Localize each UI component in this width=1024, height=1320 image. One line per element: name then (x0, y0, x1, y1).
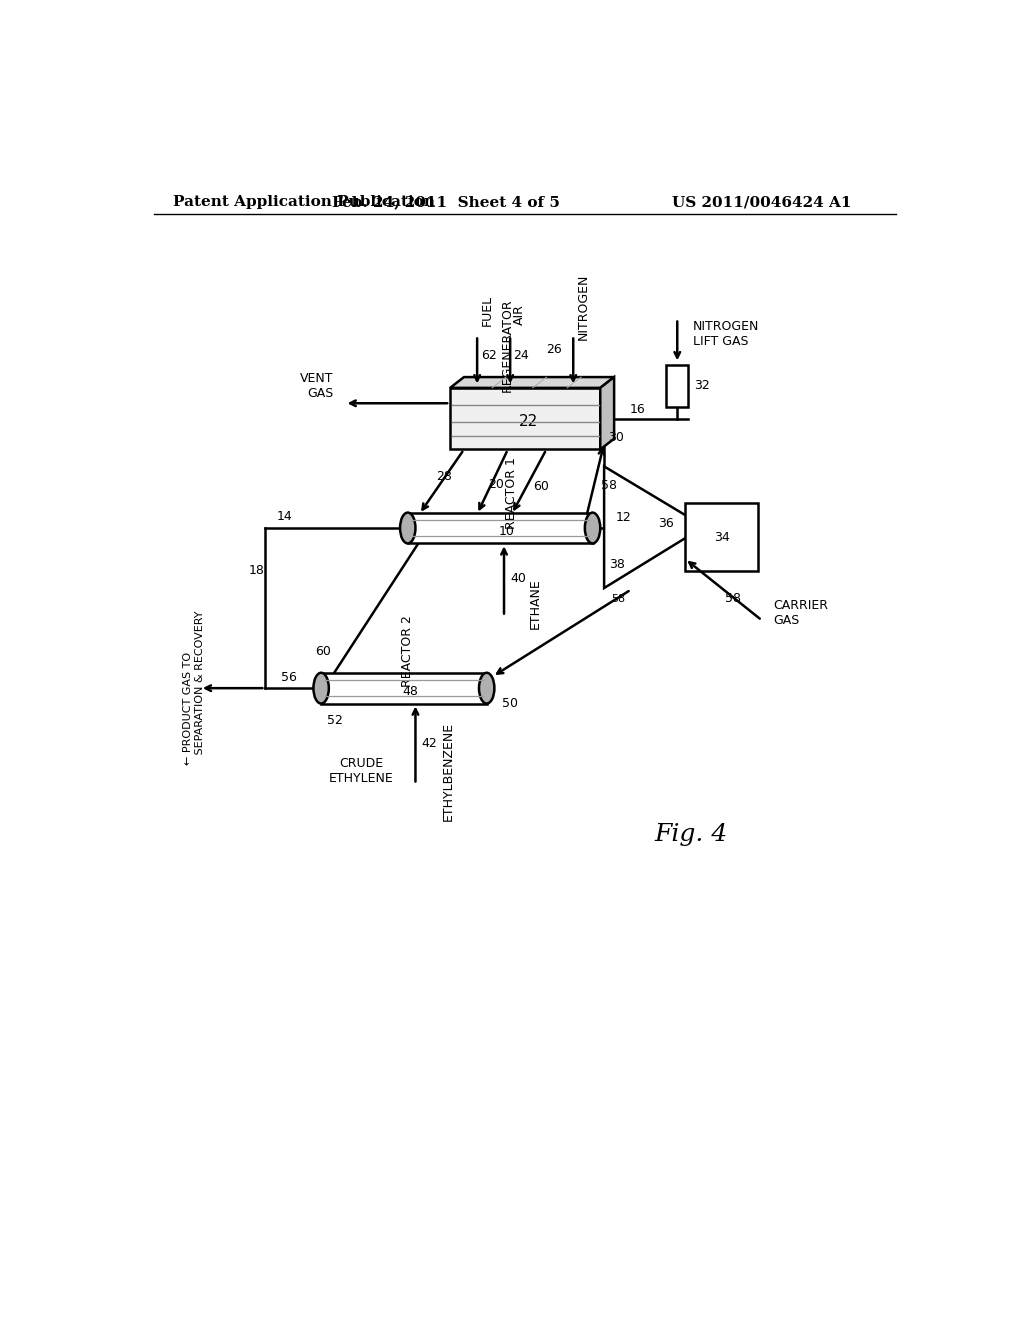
Text: 34: 34 (714, 531, 729, 544)
Text: AIR: AIR (513, 305, 526, 325)
Text: 48: 48 (402, 685, 418, 698)
Text: 38: 38 (609, 558, 626, 572)
Text: ← PRODUCT GAS TO
   SEPARATION & RECOVERY: ← PRODUCT GAS TO SEPARATION & RECOVERY (183, 611, 205, 766)
Text: 22: 22 (518, 414, 538, 429)
Text: 58: 58 (725, 593, 741, 606)
Text: 10: 10 (499, 524, 514, 537)
Bar (685, 503, 758, 572)
Text: 26: 26 (546, 343, 562, 356)
Text: 42: 42 (422, 737, 437, 750)
Text: ETHYLBENZENE: ETHYLBENZENE (441, 722, 455, 821)
Text: 20: 20 (488, 478, 504, 491)
Polygon shape (604, 466, 705, 589)
Text: 62: 62 (481, 348, 497, 362)
Text: US 2011/0046424 A1: US 2011/0046424 A1 (672, 195, 852, 210)
Text: REGENERATOR: REGENERATOR (501, 298, 514, 392)
Text: 60: 60 (315, 644, 331, 657)
Text: REACTOR 2: REACTOR 2 (401, 615, 415, 688)
Ellipse shape (400, 512, 416, 544)
Text: 24: 24 (513, 348, 529, 362)
Text: 60: 60 (534, 480, 549, 492)
Text: REACTOR 1: REACTOR 1 (505, 458, 518, 529)
Text: 18: 18 (249, 564, 264, 577)
Text: 58: 58 (601, 479, 617, 492)
Text: 30: 30 (608, 432, 624, 445)
Text: 58: 58 (611, 594, 626, 603)
Ellipse shape (479, 673, 495, 704)
Text: 56: 56 (281, 671, 297, 684)
Text: Patent Application Publication: Patent Application Publication (173, 195, 435, 210)
Text: CARRIER
GAS: CARRIER GAS (773, 599, 828, 627)
Text: Fig. 4: Fig. 4 (654, 822, 727, 846)
Polygon shape (451, 378, 614, 388)
Bar (667, 364, 688, 407)
Text: 40: 40 (510, 572, 526, 585)
Text: NITROGEN
LIFT GAS: NITROGEN LIFT GAS (692, 319, 759, 348)
Text: 50: 50 (502, 697, 518, 710)
Text: 52: 52 (327, 714, 343, 727)
Text: 28: 28 (436, 470, 452, 483)
Polygon shape (600, 378, 614, 449)
Text: 32: 32 (694, 379, 710, 392)
Text: 16: 16 (630, 403, 645, 416)
Text: 14: 14 (276, 510, 293, 523)
Text: ETHANE: ETHANE (528, 578, 542, 628)
Text: 12: 12 (615, 511, 631, 524)
Text: FUEL: FUEL (481, 296, 494, 326)
Text: Feb. 24, 2011  Sheet 4 of 5: Feb. 24, 2011 Sheet 4 of 5 (333, 195, 560, 210)
Bar (451, 388, 600, 450)
Text: VENT
GAS: VENT GAS (300, 372, 333, 400)
Text: 36: 36 (657, 517, 674, 529)
Ellipse shape (313, 673, 329, 704)
Ellipse shape (585, 512, 600, 544)
Bar (408, 512, 593, 544)
Bar (322, 673, 486, 704)
Text: CRUDE
ETHYLENE: CRUDE ETHYLENE (329, 758, 394, 785)
Text: NITROGEN: NITROGEN (577, 273, 590, 341)
